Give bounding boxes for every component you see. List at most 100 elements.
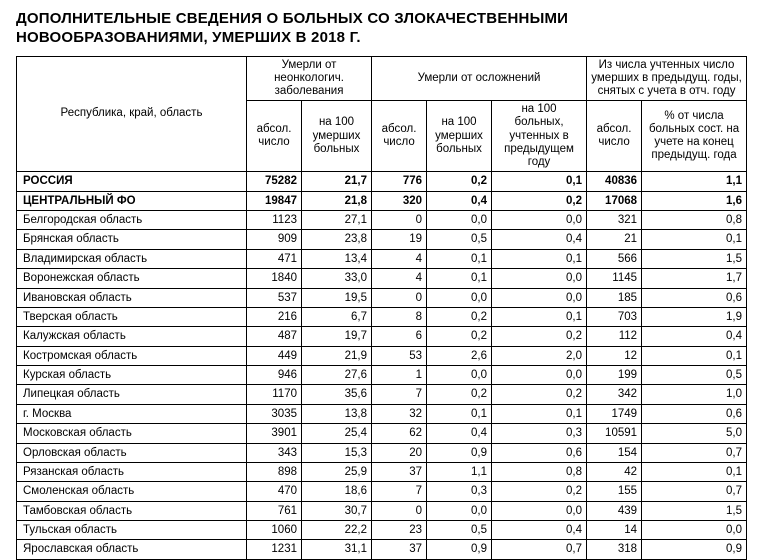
cell-b_abs: 1 [372, 366, 427, 385]
table-row: ЦЕНТРАЛЬНЫЙ ФО1984721,83200,40,2170681,6 [17, 191, 747, 210]
cell-b_per100: 0,9 [427, 540, 492, 559]
cell-a_abs: 3901 [247, 424, 302, 443]
cell-region: Калужская область [17, 327, 247, 346]
cell-a_abs: 19847 [247, 191, 302, 210]
cell-a_per100: 18,6 [302, 482, 372, 501]
cell-b_per100prev: 0,0 [492, 211, 587, 230]
cell-a_abs: 343 [247, 443, 302, 462]
cell-region: РОССИЯ [17, 172, 247, 191]
cell-a_per100: 15,3 [302, 443, 372, 462]
cell-b_abs: 6 [372, 327, 427, 346]
cell-b_abs: 0 [372, 288, 427, 307]
cell-region: Липецкая область [17, 385, 247, 404]
table-row: Рязанская область89825,9371,10,8420,1 [17, 462, 747, 481]
cell-b_per100prev: 0,0 [492, 501, 587, 520]
cell-b_per100: 0,5 [427, 230, 492, 249]
table-row: РОССИЯ7528221,77760,20,1408361,1 [17, 172, 747, 191]
table-row: Тульская область106022,2230,50,4140,0 [17, 521, 747, 540]
cell-region: Белгородская область [17, 211, 247, 230]
table-row: Липецкая область117035,670,20,23421,0 [17, 385, 747, 404]
cell-b_per100: 0,1 [427, 249, 492, 268]
cell-region: Тульская область [17, 521, 247, 540]
cell-region: Рязанская область [17, 462, 247, 481]
cell-b_abs: 0 [372, 211, 427, 230]
cell-a_per100: 21,9 [302, 346, 372, 365]
cell-region: Ивановская область [17, 288, 247, 307]
cell-a_abs: 471 [247, 249, 302, 268]
cell-b_per100prev: 0,7 [492, 540, 587, 559]
cell-region: Московская область [17, 424, 247, 443]
cell-a_per100: 25,4 [302, 424, 372, 443]
cell-region: Ярославская область [17, 540, 247, 559]
cell-b_per100: 0,2 [427, 327, 492, 346]
table-row: Орловская область34315,3200,90,61540,7 [17, 443, 747, 462]
col-header-a-abs: абсол. число [247, 101, 302, 172]
cell-c_abs: 40836 [587, 172, 642, 191]
cell-b_per100: 2,6 [427, 346, 492, 365]
cell-a_abs: 1840 [247, 269, 302, 288]
cell-c_abs: 1145 [587, 269, 642, 288]
cell-b_abs: 4 [372, 269, 427, 288]
cell-a_per100: 30,7 [302, 501, 372, 520]
cell-region: Орловская область [17, 443, 247, 462]
table-row: Костромская область44921,9532,62,0120,1 [17, 346, 747, 365]
cell-b_per100: 0,5 [427, 521, 492, 540]
cell-c_pct: 0,6 [642, 288, 747, 307]
cell-b_per100: 0,4 [427, 191, 492, 210]
table-row: Тверская область2166,780,20,17031,9 [17, 307, 747, 326]
cell-b_per100: 0,0 [427, 366, 492, 385]
cell-c_abs: 112 [587, 327, 642, 346]
cell-a_per100: 13,4 [302, 249, 372, 268]
cell-b_per100prev: 0,2 [492, 327, 587, 346]
cell-b_per100: 0,0 [427, 211, 492, 230]
cell-c_abs: 199 [587, 366, 642, 385]
cell-c_abs: 14 [587, 521, 642, 540]
cell-c_pct: 0,5 [642, 366, 747, 385]
cell-region: Курская область [17, 366, 247, 385]
cell-a_abs: 1123 [247, 211, 302, 230]
cell-b_abs: 62 [372, 424, 427, 443]
cell-a_per100: 21,7 [302, 172, 372, 191]
cell-a_abs: 3035 [247, 404, 302, 423]
table-body: РОССИЯ7528221,77760,20,1408361,1ЦЕНТРАЛЬ… [17, 172, 747, 560]
table-row: Тамбовская область76130,700,00,04391,5 [17, 501, 747, 520]
cell-b_per100prev: 0,0 [492, 288, 587, 307]
cell-b_per100prev: 0,1 [492, 249, 587, 268]
cell-b_abs: 8 [372, 307, 427, 326]
cell-b_abs: 320 [372, 191, 427, 210]
cell-b_per100prev: 0,0 [492, 366, 587, 385]
cell-c_abs: 42 [587, 462, 642, 481]
cell-b_per100: 0,9 [427, 443, 492, 462]
cell-b_per100prev: 0,4 [492, 230, 587, 249]
cell-c_pct: 1,0 [642, 385, 747, 404]
cell-a_abs: 1231 [247, 540, 302, 559]
cell-c_abs: 154 [587, 443, 642, 462]
cell-b_abs: 37 [372, 462, 427, 481]
cell-c_pct: 0,1 [642, 230, 747, 249]
cell-c_pct: 0,7 [642, 443, 747, 462]
cell-b_per100prev: 0,2 [492, 482, 587, 501]
cell-a_per100: 21,8 [302, 191, 372, 210]
table-row: Московская область390125,4620,40,3105915… [17, 424, 747, 443]
cell-c_pct: 5,0 [642, 424, 747, 443]
cell-c_abs: 12 [587, 346, 642, 365]
cell-c_abs: 566 [587, 249, 642, 268]
cell-c_abs: 318 [587, 540, 642, 559]
cell-b_abs: 7 [372, 482, 427, 501]
cell-region: г. Москва [17, 404, 247, 423]
cell-c_pct: 0,4 [642, 327, 747, 346]
cell-b_per100: 0,3 [427, 482, 492, 501]
cell-b_per100: 0,2 [427, 385, 492, 404]
cell-c_pct: 0,1 [642, 462, 747, 481]
cell-b_per100: 0,2 [427, 172, 492, 191]
cell-c_abs: 439 [587, 501, 642, 520]
col-header-c-pct: % от числа больных сост. на учете на кон… [642, 101, 747, 172]
col-header-region: Республика, край, область [17, 56, 247, 172]
cell-b_per100prev: 0,8 [492, 462, 587, 481]
cell-b_abs: 37 [372, 540, 427, 559]
cell-c_abs: 342 [587, 385, 642, 404]
cell-b_per100prev: 0,1 [492, 307, 587, 326]
cell-b_per100prev: 0,3 [492, 424, 587, 443]
cell-a_abs: 1170 [247, 385, 302, 404]
cell-c_pct: 0,9 [642, 540, 747, 559]
